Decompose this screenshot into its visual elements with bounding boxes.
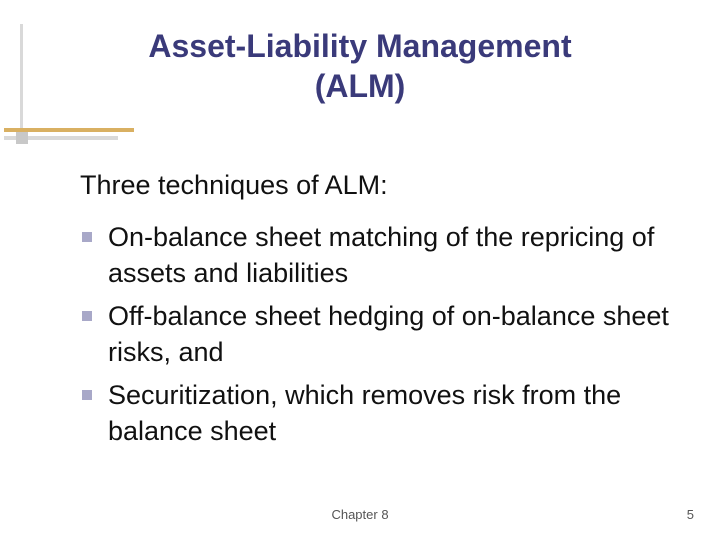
list-item-text: Off-balance sheet hedging of on-balance … xyxy=(108,301,669,367)
title-line-1: Asset-Liability Management xyxy=(148,28,571,64)
list-item: Securitization, which removes risk from … xyxy=(108,377,675,450)
footer-page-number: 5 xyxy=(687,507,694,522)
bullet-square-icon xyxy=(82,390,92,400)
list-item-text: On-balance sheet matching of the reprici… xyxy=(108,222,654,288)
slide-title: Asset-Liability Management (ALM) xyxy=(0,26,720,106)
bullet-square-icon xyxy=(82,232,92,242)
slide: Asset-Liability Management (ALM) Three t… xyxy=(0,0,720,540)
bullet-list: On-balance sheet matching of the reprici… xyxy=(80,219,675,450)
decoration-square xyxy=(16,132,28,144)
list-item-text: Securitization, which removes risk from … xyxy=(108,380,621,446)
intro-text: Three techniques of ALM: xyxy=(80,170,675,201)
bullet-square-icon xyxy=(82,311,92,321)
footer-chapter: Chapter 8 xyxy=(0,507,720,522)
content-area: Three techniques of ALM: On-balance shee… xyxy=(80,170,675,456)
list-item: Off-balance sheet hedging of on-balance … xyxy=(108,298,675,371)
list-item: On-balance sheet matching of the reprici… xyxy=(108,219,675,292)
title-line-2: (ALM) xyxy=(315,68,406,104)
title-area: Asset-Liability Management (ALM) xyxy=(0,26,720,106)
